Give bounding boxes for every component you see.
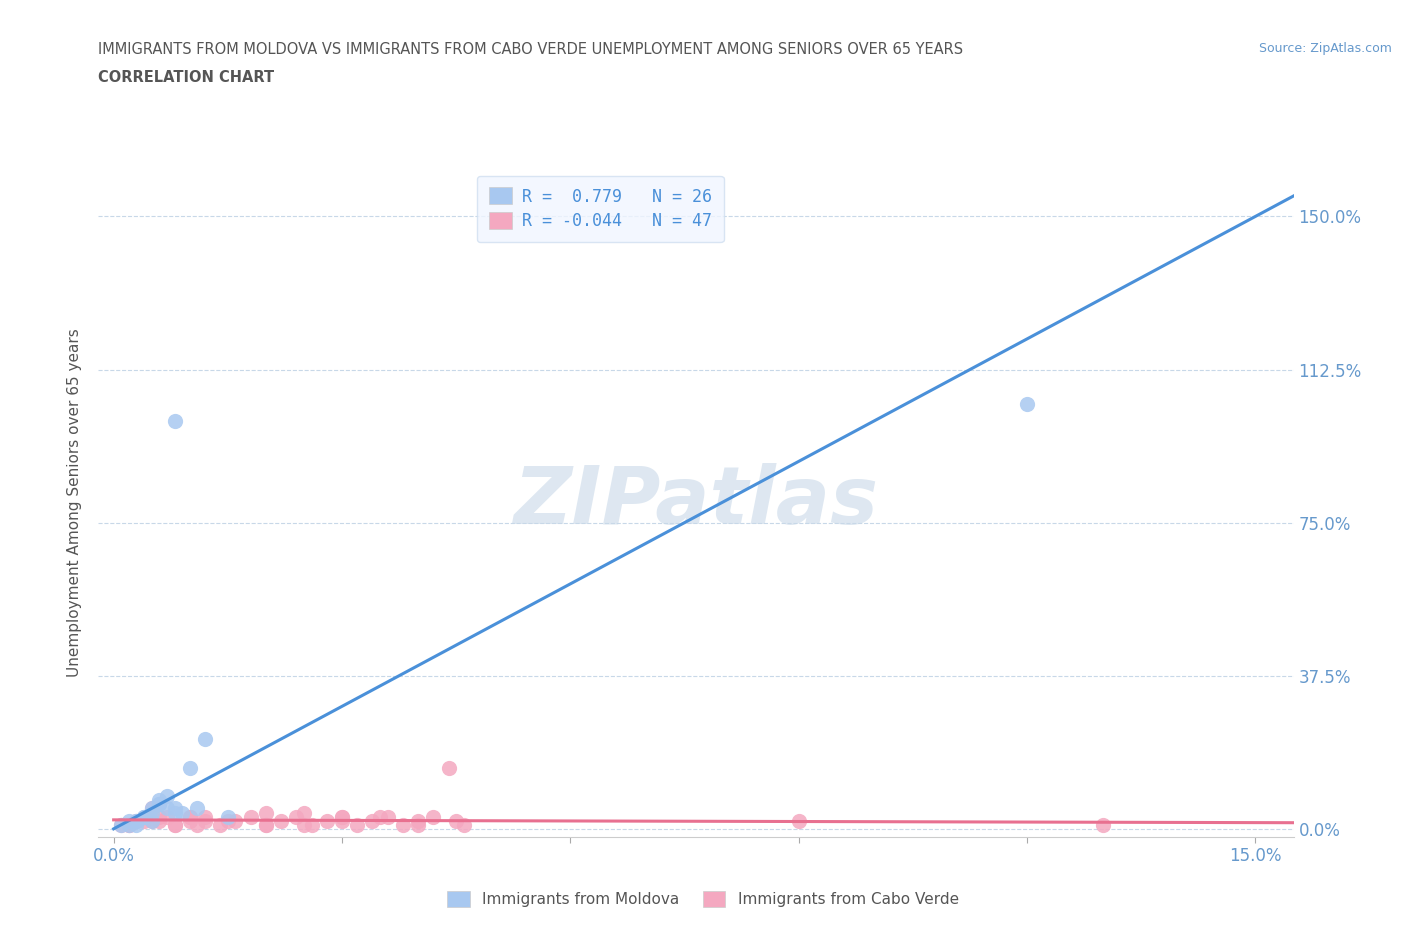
Point [179, 809, 201, 824]
Point [217, 813, 239, 828]
Point [163, 805, 186, 820]
Point [141, 813, 163, 828]
Point [110, 817, 132, 832]
Point [444, 813, 467, 828]
Text: IMMIGRANTS FROM MOLDOVA VS IMMIGRANTS FROM CABO VERDE UNEMPLOYMENT AMONG SENIORS: IMMIGRANTS FROM MOLDOVA VS IMMIGRANTS FR… [98, 42, 963, 57]
Point [292, 817, 315, 832]
Point [194, 732, 217, 747]
Text: CORRELATION CHART: CORRELATION CHART [98, 70, 274, 85]
Point [148, 797, 170, 812]
Point [239, 809, 262, 824]
Point [406, 813, 429, 828]
Point [118, 813, 141, 828]
Point [194, 809, 217, 824]
Point [368, 809, 391, 824]
Legend: R =  0.779   N = 26, R = -0.044   N = 47: R = 0.779 N = 26, R = -0.044 N = 47 [477, 176, 724, 242]
Point [179, 813, 201, 828]
Point [406, 817, 429, 832]
Point [1092, 817, 1115, 832]
Point [132, 813, 155, 828]
Point [254, 817, 277, 832]
Point [292, 805, 315, 820]
Point [217, 809, 239, 824]
Point [254, 817, 277, 832]
Point [301, 817, 323, 832]
Text: ZIPatlas: ZIPatlas [513, 463, 879, 541]
Point [330, 809, 353, 824]
Point [437, 760, 460, 775]
Point [186, 817, 208, 832]
Point [163, 801, 186, 816]
Point [156, 809, 179, 824]
Point [132, 809, 155, 824]
Point [209, 817, 232, 832]
Point [148, 813, 170, 828]
Point [179, 809, 201, 824]
Point [141, 813, 163, 828]
Point [392, 817, 415, 832]
Point [148, 809, 170, 824]
Point [118, 817, 141, 832]
Point [141, 801, 163, 816]
Point [224, 813, 246, 828]
Point [141, 805, 163, 820]
Point [163, 413, 186, 428]
Point [118, 817, 141, 832]
Point [125, 813, 148, 828]
Point [141, 801, 163, 816]
Point [330, 813, 353, 828]
Point [330, 809, 353, 824]
Text: Source: ZipAtlas.com: Source: ZipAtlas.com [1258, 42, 1392, 55]
Point [156, 789, 179, 804]
Point [132, 809, 155, 824]
Point [179, 760, 201, 775]
Point [125, 813, 148, 828]
Point [787, 813, 810, 828]
Point [194, 813, 217, 828]
Point [132, 809, 155, 824]
Point [1017, 397, 1039, 412]
Point [156, 801, 179, 816]
Point [377, 809, 399, 824]
Point [163, 817, 186, 832]
Point [125, 817, 148, 832]
Point [118, 817, 141, 832]
Point [346, 817, 368, 832]
Point [270, 813, 292, 828]
Point [125, 813, 148, 828]
Point [285, 809, 308, 824]
Point [172, 805, 194, 820]
Point [254, 805, 277, 820]
Point [110, 817, 132, 832]
Point [186, 801, 208, 816]
Point [315, 813, 337, 828]
Point [148, 792, 170, 807]
Point [163, 817, 186, 832]
Y-axis label: Unemployment Among Seniors over 65 years: Unemployment Among Seniors over 65 years [67, 328, 83, 677]
Point [453, 817, 475, 832]
Point [148, 797, 170, 812]
Point [422, 809, 444, 824]
Point [361, 813, 384, 828]
Legend: Immigrants from Moldova, Immigrants from Cabo Verde: Immigrants from Moldova, Immigrants from… [441, 884, 965, 913]
